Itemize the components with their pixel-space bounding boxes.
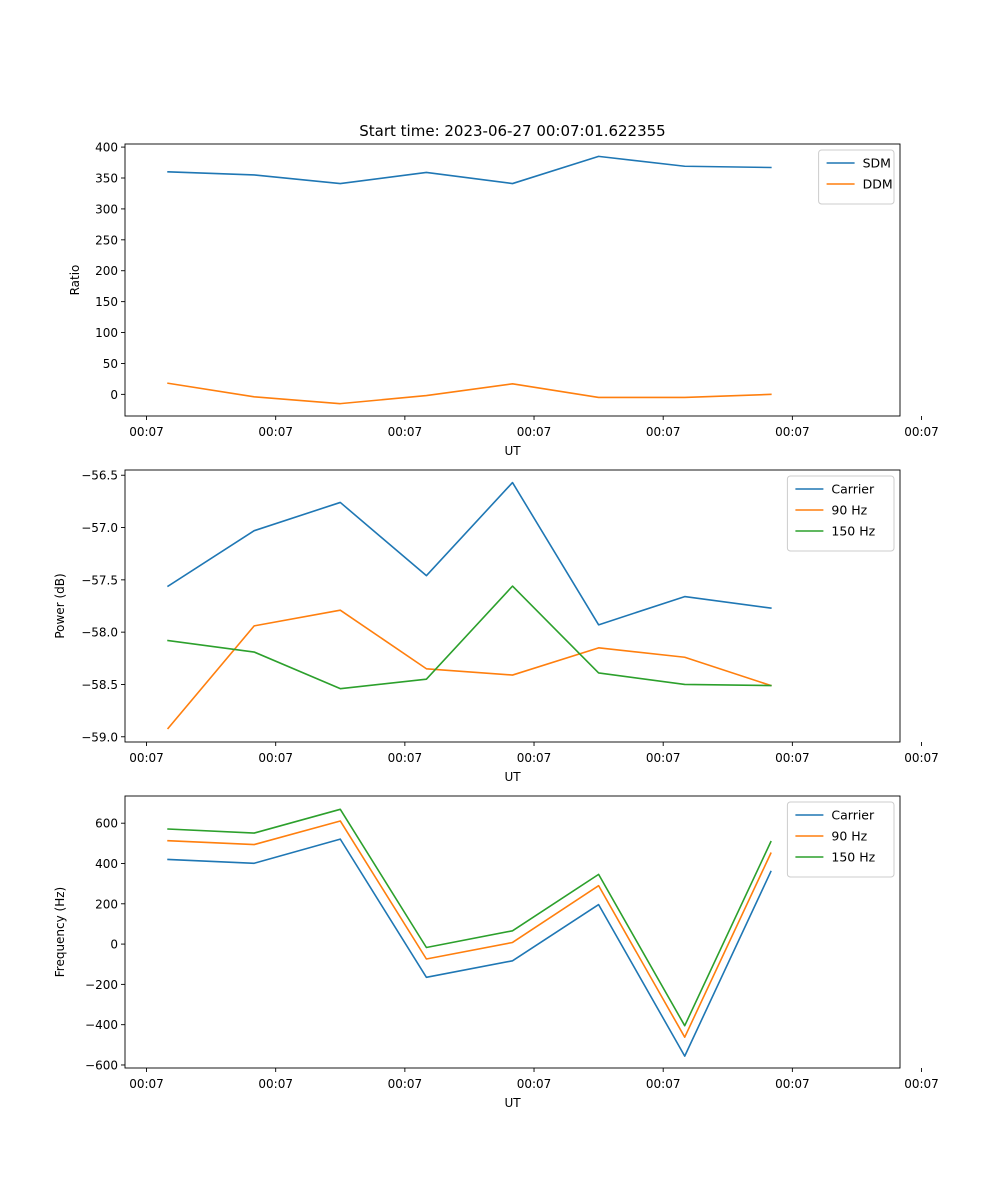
y-tick-label: −57.0 [81, 521, 118, 535]
legend-box [786, 475, 895, 552]
x-tick-label: 00:07 [775, 1077, 810, 1091]
x-tick-label: 00:07 [517, 751, 552, 765]
y-axis-label: Power (dB) [53, 573, 67, 638]
legend-label: 90 Hz [831, 829, 867, 844]
legend-label: DDM [863, 177, 893, 192]
x-tick-label: 00:07 [258, 751, 293, 765]
x-tick-label: 00:07 [775, 751, 810, 765]
x-axis-label: UT [504, 444, 521, 458]
series-line-90-hz [167, 820, 772, 1038]
figure-title: Start time: 2023-06-27 00:07:01.622355 [359, 122, 665, 140]
y-tick-label: −600 [85, 1058, 118, 1072]
y-axis-label: Frequency (Hz) [53, 887, 67, 978]
x-tick-label: 00:07 [904, 751, 939, 765]
legend-label: Carrier [831, 482, 875, 497]
x-tick-label: 00:07 [388, 425, 423, 439]
series-line-carrier [167, 838, 772, 1057]
legend-label: Carrier [831, 808, 875, 823]
series-line-150-hz [167, 808, 772, 1027]
x-tick-label: 00:07 [517, 1077, 552, 1091]
subplot-3: −600 −400 −200 0 200 400 600 00:07 00:07 00:07 00:… [53, 795, 939, 1110]
y-tick-label: 600 [95, 817, 118, 831]
y-tick-label: 150 [95, 295, 118, 309]
legend: Carrier 90 Hz 150 Hz [786, 475, 895, 552]
y-tick-label: 100 [95, 326, 118, 340]
axes-frame [124, 469, 901, 743]
x-tick-label: 00:07 [517, 425, 552, 439]
y-tick-label: −400 [85, 1018, 118, 1032]
x-tick-label: 00:07 [388, 1077, 423, 1091]
subplot-1: 0 50 100 150 200 250 300 350 400 00:07 00:07 00:07 0… [68, 141, 939, 458]
legend: Carrier 90 Hz 150 Hz [786, 801, 895, 878]
series-line-ddm [167, 382, 772, 405]
legend: SDM DDM [818, 149, 895, 205]
y-tick-label: −58.0 [81, 626, 118, 640]
legend-label: SDM [863, 156, 891, 171]
subplots-container: 0 50 100 150 200 250 300 350 400 00:07 00:07 00:07 0… [53, 141, 939, 1110]
y-tick-label: 400 [95, 857, 118, 871]
legend-label: 150 Hz [831, 524, 875, 539]
x-tick-label: 00:07 [129, 1077, 164, 1091]
x-axis-label: UT [504, 1096, 521, 1110]
y-tick-label: 0 [110, 938, 118, 952]
x-tick-label: 00:07 [388, 751, 423, 765]
y-tick-label: 0 [110, 388, 118, 402]
y-axis-label: Ratio [68, 265, 82, 296]
series-line-sdm [167, 155, 772, 185]
y-tick-label: 50 [103, 357, 118, 371]
y-tick-label: −57.5 [81, 573, 118, 587]
y-tick-label: −59.0 [81, 730, 118, 744]
y-tick-label: 400 [95, 141, 118, 155]
legend-box [786, 801, 895, 878]
x-tick-label: 00:07 [646, 1077, 681, 1091]
series-line-90-hz [166, 609, 772, 730]
x-tick-label: 00:07 [129, 425, 164, 439]
y-tick-label: 250 [95, 233, 118, 247]
x-axis-label: UT [504, 770, 521, 784]
x-tick-label: 00:07 [258, 425, 293, 439]
subplot-2: −59.0 −58.5 −58.0 −57.5 −57.0 −56.5 00:07 00:07… [53, 469, 939, 784]
legend-label: 150 Hz [831, 850, 875, 865]
x-tick-label: 00:07 [258, 1077, 293, 1091]
axes-frame [124, 795, 901, 1069]
x-tick-label: 00:07 [646, 751, 681, 765]
x-tick-label: 00:07 [904, 425, 939, 439]
y-tick-label: 300 [95, 202, 118, 216]
series-line-150-hz [167, 585, 772, 690]
y-tick-label: −58.5 [81, 678, 118, 692]
x-tick-label: 00:07 [904, 1077, 939, 1091]
axes-frame [124, 143, 901, 417]
y-tick-label: 200 [95, 897, 118, 911]
series-line-carrier [166, 481, 772, 626]
y-tick-label: 200 [95, 264, 118, 278]
x-tick-label: 00:07 [775, 425, 810, 439]
x-tick-label: 00:07 [646, 425, 681, 439]
legend-label: 90 Hz [831, 503, 867, 518]
y-tick-label: 350 [95, 172, 118, 186]
x-tick-label: 00:07 [129, 751, 164, 765]
y-tick-label: −200 [85, 978, 118, 992]
y-tick-label: −56.5 [81, 469, 118, 483]
